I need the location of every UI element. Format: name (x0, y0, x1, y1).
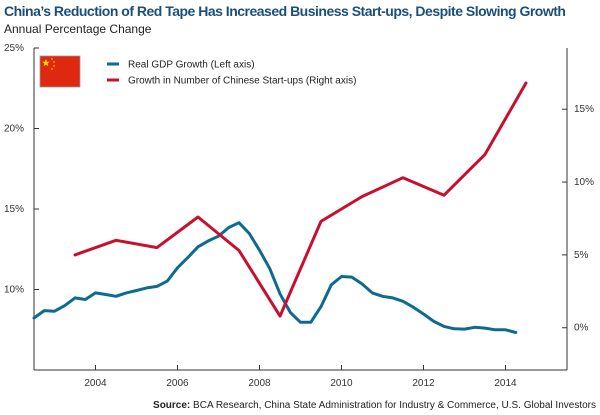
x-tick-label: 2006 (166, 378, 189, 389)
y-left-tick-label: 10% (4, 285, 24, 296)
y-right-tick-label: 0% (574, 323, 589, 334)
startups-growth-line (73, 81, 528, 318)
flag-small-star (50, 57, 54, 61)
flag-small-star (50, 67, 54, 71)
china-flag-icon (39, 55, 81, 88)
flag-small-star (52, 60, 56, 64)
y-left-tick-label: 25% (4, 43, 24, 54)
legend-label: Growth in Number of Chinese Start-ups (R… (128, 76, 356, 87)
y-right-tick-label: 10% (574, 177, 594, 188)
gdp-growth-line (32, 221, 518, 334)
y-right-tick-label: 15% (574, 104, 594, 115)
chart-title: China’s Reduction of Red Tape Has Increa… (4, 3, 566, 19)
y-left-tick-label: 15% (4, 204, 24, 215)
x-tick-label: 2014 (494, 378, 517, 389)
source-note: Source: BCA Research, China State Admini… (153, 400, 596, 411)
y-left-tick-label: 20% (4, 124, 24, 135)
source-label: Source: (153, 400, 191, 411)
x-tick-label: 2008 (248, 378, 271, 389)
flag-large-star (42, 59, 50, 67)
source-text: BCA Research, China State Administration… (193, 400, 596, 411)
x-tick-label: 2004 (84, 378, 107, 389)
legend-label: Real GDP Growth (Left axis) (128, 60, 255, 71)
chart-subtitle: Annual Percentage Change (4, 22, 152, 36)
x-tick-label: 2012 (412, 378, 435, 389)
x-tick-label: 2010 (330, 378, 353, 389)
y-right-tick-label: 5% (574, 250, 589, 261)
flag-small-star (52, 64, 56, 68)
